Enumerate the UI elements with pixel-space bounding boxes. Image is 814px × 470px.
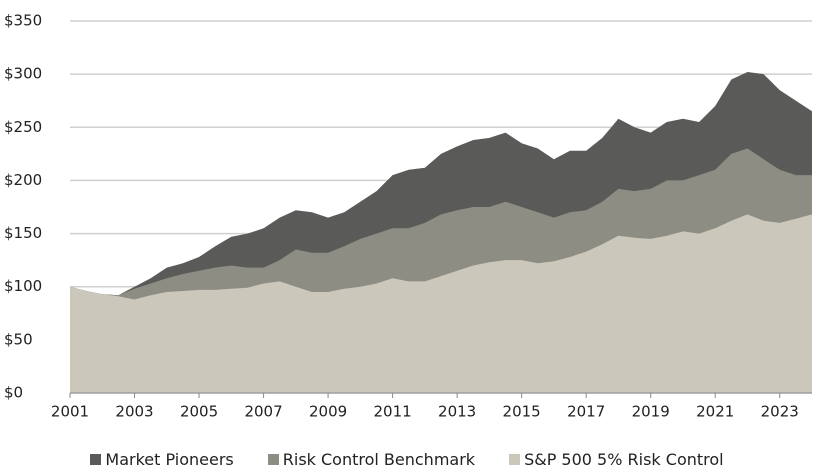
y-tick-label: $350 (4, 12, 42, 30)
legend: Market Pioneers Risk Control Benchmark S&P… (0, 450, 814, 469)
x-tick-label: 2015 (503, 403, 541, 421)
x-tick-label: 2019 (632, 403, 670, 421)
y-tick-label: $100 (4, 277, 42, 295)
legend-label: Market Pioneers (105, 450, 234, 469)
y-tick-label: $200 (4, 171, 42, 189)
y-tick-label: $0 (4, 384, 23, 402)
legend-label: Risk Control Benchmark (282, 450, 476, 469)
legend-swatch (267, 454, 279, 465)
legend-label: S&P 500 5% Risk Control (524, 450, 724, 469)
x-tick-label: 2003 (115, 403, 153, 421)
x-tick-label: 2001 (51, 403, 89, 421)
x-tick-label: 2021 (696, 403, 734, 421)
y-tick-label: $300 (4, 65, 42, 83)
y-tick-label: $150 (4, 224, 42, 242)
x-tick-label: 2013 (438, 403, 476, 421)
x-tick-label: 2005 (180, 403, 218, 421)
legend-swatch (509, 454, 521, 465)
x-tick-label: 2009 (309, 403, 347, 421)
legend-swatch (90, 454, 102, 465)
x-tick-label: 2023 (761, 403, 799, 421)
chart: $0 $50 $100 $150 $200 $250 $300 $350 2001 2003 200… (4, 12, 812, 421)
legend-item: Market Pioneers (90, 450, 234, 469)
x-tick-label: 2011 (374, 403, 412, 421)
x-tick-label: 2007 (244, 403, 282, 421)
area (70, 214, 812, 393)
x-tick-label: 2017 (567, 403, 605, 421)
legend-item: S&P 500 5% Risk Control (509, 450, 724, 469)
y-tick-label: $250 (4, 118, 42, 136)
y-tick-label: $50 (4, 330, 33, 348)
legend-item: Risk Control Benchmark (267, 450, 476, 469)
